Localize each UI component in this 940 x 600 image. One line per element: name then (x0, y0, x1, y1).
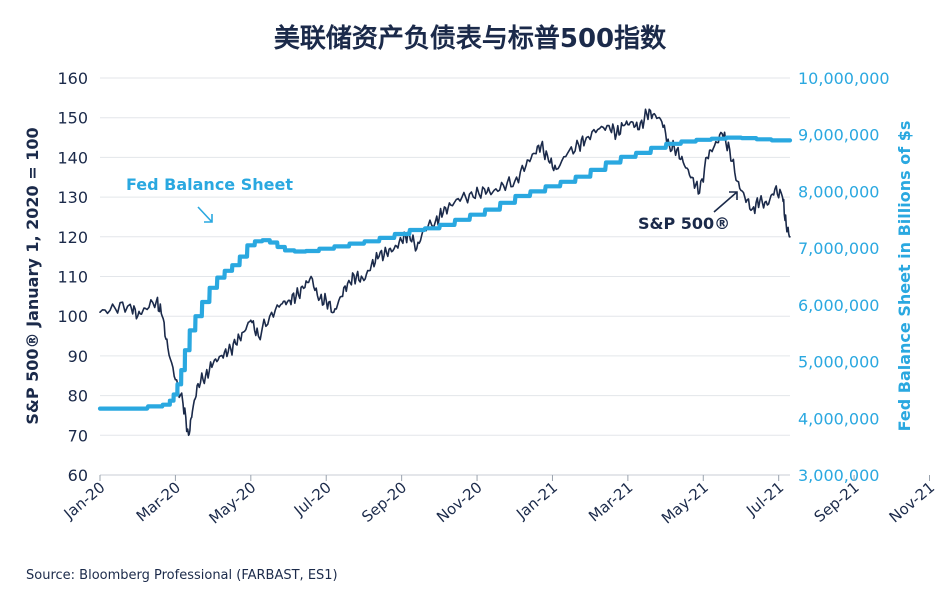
x-tick-label: Mar-20 (133, 478, 184, 525)
left-tick-label: 160 (57, 69, 88, 88)
series-layer (97, 108, 793, 437)
source-note: Source: Bloomberg Professional (FARBAST,… (26, 568, 338, 583)
gridlines (100, 77, 790, 476)
right-tick-label: 9,000,000 (798, 126, 879, 145)
left-tick-label: 80 (68, 387, 88, 406)
right-axis-title: Fed Balance Sheet in Billions of $s (895, 121, 914, 432)
x-tick-label: Nov-21 (886, 478, 938, 526)
fed-annotation-arrow (197, 206, 213, 223)
x-tick-label: May-21 (658, 478, 712, 527)
sp500-label: S&P 500® (638, 214, 730, 233)
x-tick-label: Nov-20 (433, 478, 485, 526)
x-tick-label: Jul-21 (742, 478, 787, 520)
right-tick-label: 3,000,000 (798, 466, 879, 485)
sp500-annotation-arrow (713, 191, 738, 213)
right-tick-label: 6,000,000 (798, 296, 879, 315)
left-tick-label: 70 (68, 426, 88, 445)
right-tick-label: 10,000,000 (798, 69, 890, 88)
right-axis-ticks: 3,000,000 4,000,000 5,000,000 6,000,000 7,00… (798, 69, 890, 485)
right-tick-label: 4,000,000 (798, 409, 879, 428)
fed-balance-sheet-label: Fed Balance Sheet (126, 175, 293, 194)
right-tick-label: 8,000,000 (798, 182, 879, 201)
x-tick-label: Sep-21 (811, 478, 863, 526)
left-axis-ticks: 60 70 80 90 100 110 120 130 140 150 160 (57, 69, 88, 485)
right-tick-label: 7,000,000 (798, 239, 879, 258)
x-tick-label: Jan-21 (512, 478, 561, 523)
left-tick-label: 140 (57, 148, 88, 167)
x-tick-label: May-20 (205, 478, 259, 527)
sp500-series-line (99, 108, 791, 437)
left-tick-label: 60 (68, 466, 88, 485)
left-tick-label: 110 (57, 268, 88, 287)
x-tick-label: Sep-20 (358, 478, 410, 526)
left-axis-title: S&P 500® January 1, 2020 = 100 (23, 127, 42, 424)
left-tick-label: 120 (57, 228, 88, 247)
x-tick-label: Jul-20 (290, 478, 335, 520)
x-tick-label: Mar-21 (585, 478, 636, 525)
left-tick-label: 90 (68, 347, 88, 366)
right-tick-label: 5,000,000 (798, 353, 879, 372)
left-tick-label: 100 (57, 307, 88, 326)
left-tick-label: 130 (57, 188, 88, 207)
x-tick-label: Jan-20 (60, 478, 109, 523)
chart-title: 美联储资产负债表与标普500指数 (273, 24, 667, 54)
fed-balance-series-line (97, 135, 793, 411)
left-tick-label: 150 (57, 109, 88, 128)
